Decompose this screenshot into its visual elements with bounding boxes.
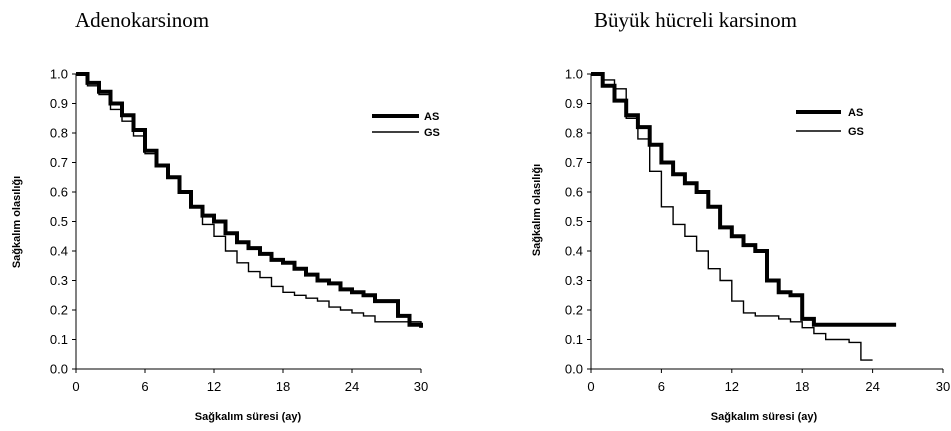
legend-label-gs: GS — [424, 127, 440, 139]
y-tick-label: 0.7 — [50, 155, 68, 170]
series-line-as — [76, 72, 423, 328]
y-tick-label: 0.4 — [50, 244, 68, 259]
chart-panel-1: Adenokarsinom 0.0 0.1 0.2 0.3 0.4 0.5 0.6 0.7 0.8… — [11, 8, 440, 423]
y-tick-label: 0.8 — [565, 126, 583, 141]
y-tick-label: 0.2 — [565, 303, 583, 318]
x-tick-label: 0 — [72, 379, 79, 394]
y-axis-label: Sağkalım olasılığı — [11, 176, 23, 268]
y-axis-label: Sağkalım olasılığı — [531, 164, 543, 256]
y-tick-label: 1.0 — [50, 67, 68, 82]
x-axis-label: Sağkalım süresi (ay) — [711, 411, 818, 423]
x-tick-label: 30 — [936, 379, 950, 394]
x-axis-label: Sağkalım süresi (ay) — [195, 411, 302, 423]
y-tick-label: 0.9 — [50, 96, 68, 111]
chart-panel-2: Büyük hücreli karsinom 0.0 0.1 0.2 0.3 0.4 0.5… — [531, 8, 950, 423]
y-tick-label: 0.5 — [565, 214, 583, 229]
x-tick-label: 30 — [414, 379, 428, 394]
y-tick-label: 0.6 — [50, 185, 68, 200]
y-tick-label: 0.3 — [50, 273, 68, 288]
legend-label-as: AS — [424, 111, 439, 123]
x-tick-label: 18 — [276, 379, 290, 394]
y-tick-label: 0.3 — [565, 273, 583, 288]
y-tick-label: 0.5 — [50, 214, 68, 229]
x-tick-label: 24 — [345, 379, 359, 394]
x-tick-label: 6 — [658, 379, 665, 394]
legend-label-as: AS — [848, 107, 863, 119]
y-tick-label: 0.4 — [565, 244, 583, 259]
y-tick-label: 0.8 — [50, 126, 68, 141]
series-line-gs — [591, 73, 873, 361]
legend-label-gs: GS — [848, 126, 864, 138]
y-tick-label: 0.2 — [50, 303, 68, 318]
x-tick-label: 12 — [725, 379, 739, 394]
x-tick-label: 18 — [795, 379, 809, 394]
y-tick-label: 0.7 — [565, 155, 583, 170]
x-tick-label: 0 — [587, 379, 594, 394]
y-tick-label: 0.9 — [565, 96, 583, 111]
y-tick-label: 0.0 — [565, 362, 583, 377]
x-tick-label: 24 — [865, 379, 879, 394]
y-tick-label: 0.0 — [50, 362, 68, 377]
series-line-gs — [76, 73, 422, 328]
y-tick-label: 0.1 — [565, 332, 583, 347]
x-tick-label: 12 — [207, 379, 221, 394]
chart-title: Adenokarsinom — [75, 8, 209, 32]
y-tick-label: 0.1 — [50, 332, 68, 347]
x-tick-label: 6 — [141, 379, 148, 394]
y-tick-label: 1.0 — [565, 67, 583, 82]
y-tick-label: 0.6 — [565, 185, 583, 200]
chart-title: Büyük hücreli karsinom — [594, 8, 797, 32]
